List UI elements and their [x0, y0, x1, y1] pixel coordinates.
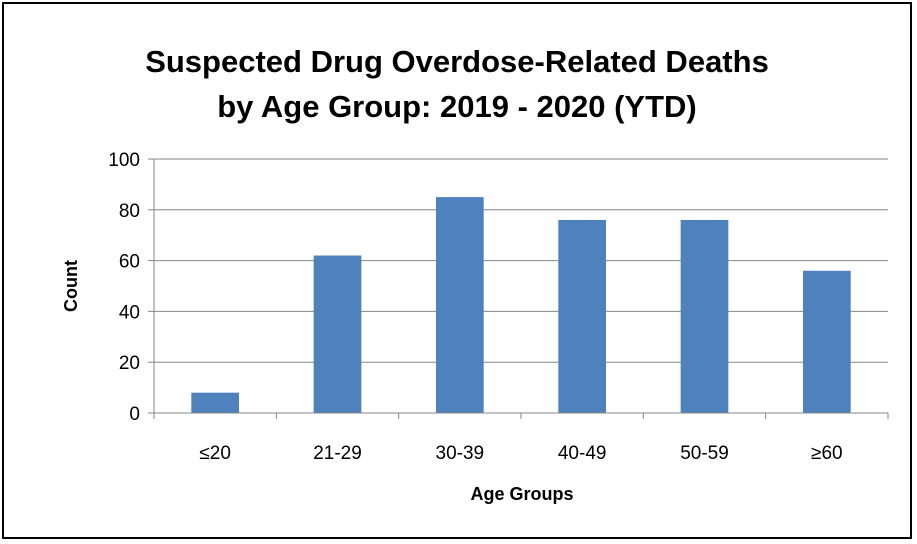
axes: [153, 159, 889, 419]
chart-frame: Suspected Drug Overdose-Related Deaths b…: [2, 2, 912, 539]
bar-3: [435, 197, 484, 413]
bar-5: [680, 219, 729, 413]
gridlines: [148, 158, 888, 414]
x-tick-label-4: 40-49: [558, 443, 607, 464]
chart-title-line-2: by Age Group: 2019 - 2020 (YTD): [217, 89, 696, 124]
y-tick-label-40: 40: [119, 302, 140, 323]
y-tick-label-0: 0: [129, 404, 140, 425]
x-tick-label-6: ≥60: [811, 443, 843, 464]
bar-2: [313, 255, 362, 413]
x-axis-title: Age Groups: [470, 484, 573, 504]
bar-chart: Suspected Drug Overdose-Related Deaths b…: [61, 44, 889, 504]
x-tick-labels: ≤20 21-29 30-39 40-49 50-59 ≥60: [199, 443, 842, 464]
bar-4: [558, 219, 607, 413]
y-tick-label-100: 100: [108, 150, 140, 171]
x-tick-label-5: 50-59: [680, 443, 729, 464]
y-axis-title: Count: [61, 260, 81, 312]
y-tick-label-20: 20: [119, 353, 140, 374]
x-tick-label-2: 21-29: [313, 443, 362, 464]
bar-1: [191, 392, 240, 413]
chart-title-line-1: Suspected Drug Overdose-Related Deaths: [145, 44, 769, 79]
y-tick-label-60: 60: [119, 252, 140, 273]
x-tick-label-1: ≤20: [199, 443, 231, 464]
x-tick-label-3: 30-39: [436, 443, 485, 464]
bar-6: [802, 270, 851, 413]
y-tick-label-80: 80: [119, 201, 140, 222]
bars: [191, 197, 851, 413]
y-tick-labels: 0 20 40 60 80 100: [108, 150, 140, 425]
